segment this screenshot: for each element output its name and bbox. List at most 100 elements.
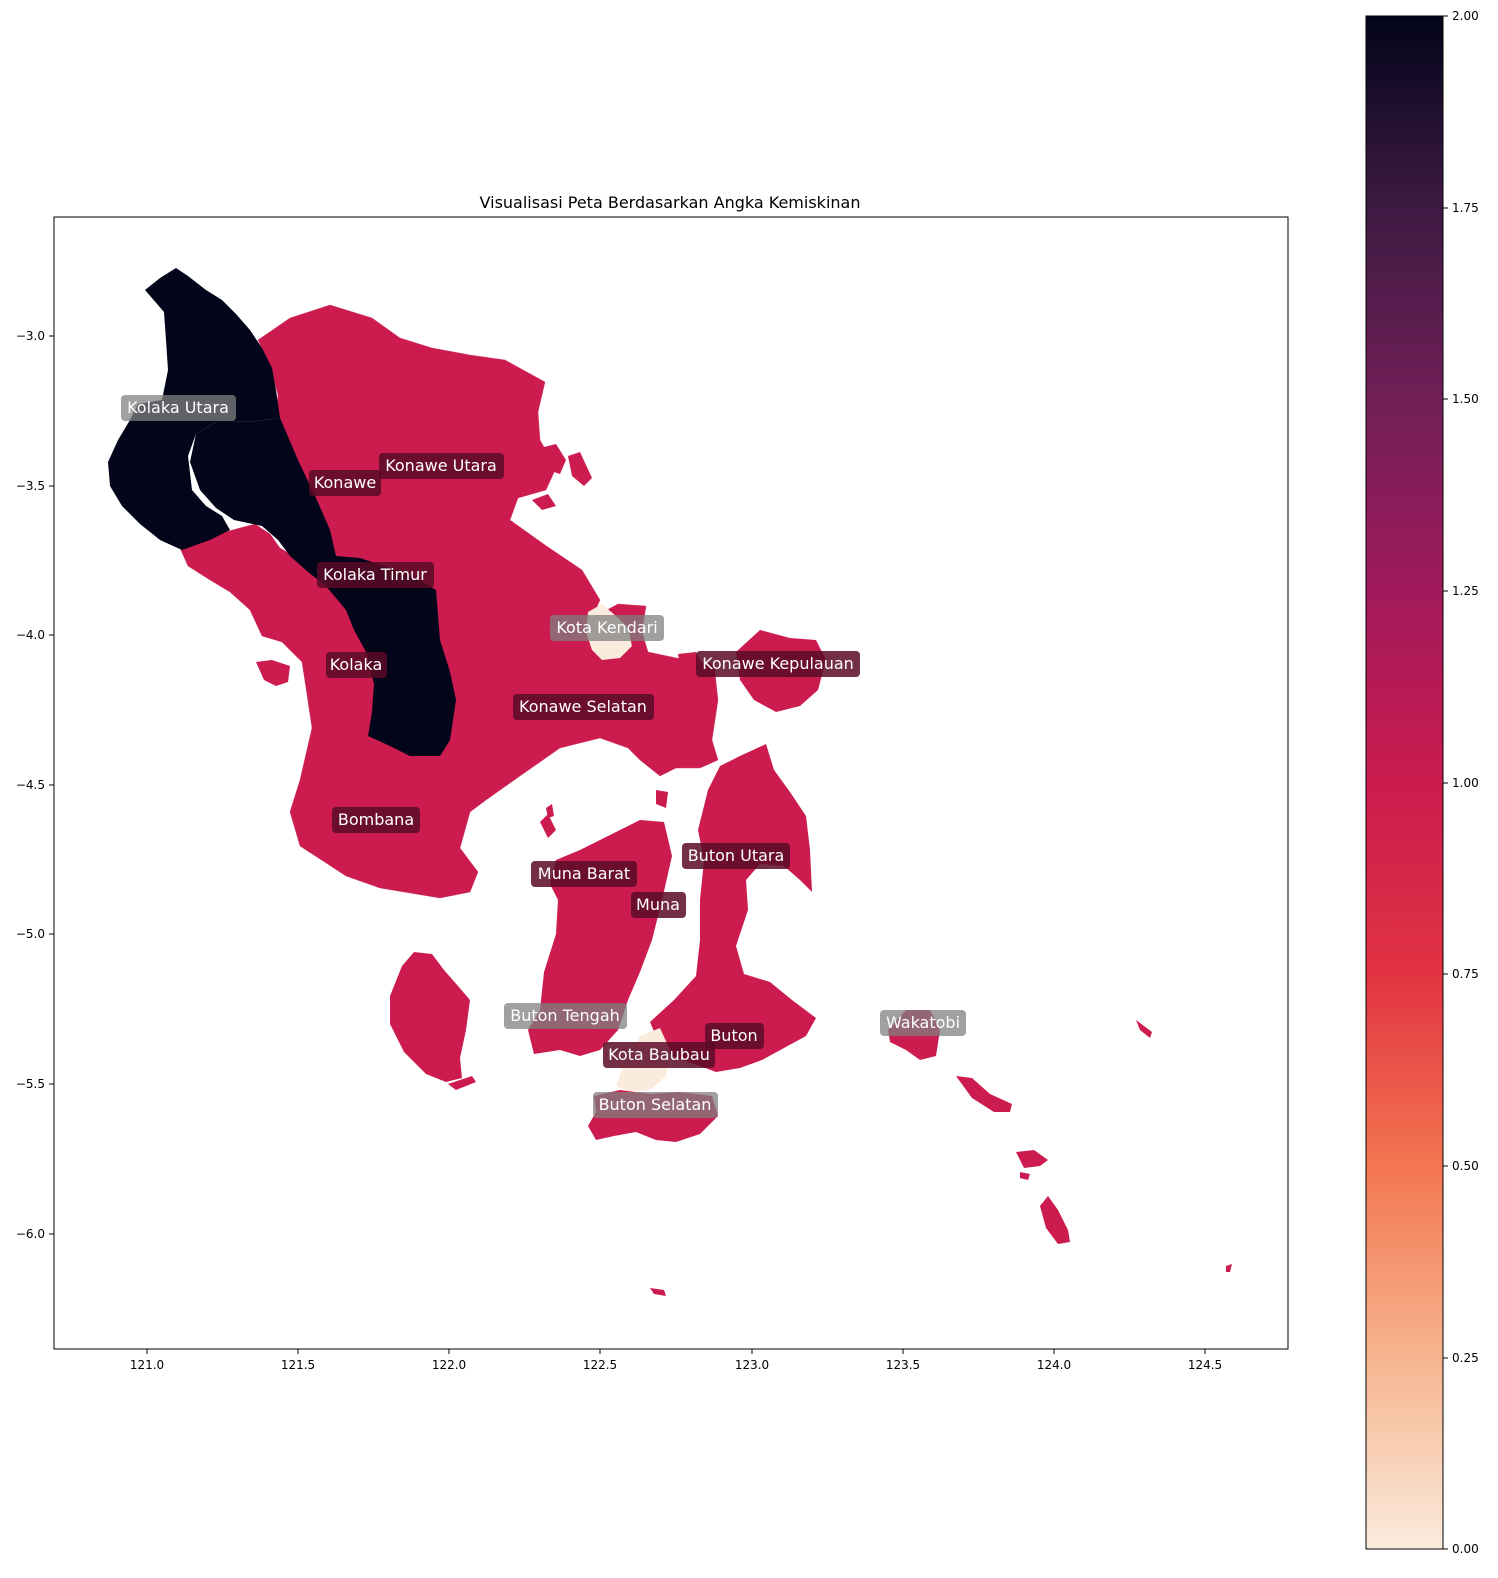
kolaka-timur-shape <box>190 418 456 756</box>
wakatobi-island-shape <box>1040 1196 1070 1244</box>
region-label-text: Buton Selatan <box>599 1095 712 1114</box>
x-axis: 121.0 121.5 122.0 122.5 123.0 123.5 124.… <box>130 1349 1222 1372</box>
strait-islet-shape <box>656 790 668 808</box>
x-tick-label: 124.0 <box>1037 1358 1071 1372</box>
colorbar-tick-label: 1.00 <box>1452 776 1479 790</box>
konawe-utara-islet-shape <box>540 444 566 474</box>
wakatobi-islet-shape <box>1136 1020 1152 1038</box>
x-tick-label: 124.5 <box>1188 1358 1222 1372</box>
region-label: Kolaka Utara <box>121 395 236 421</box>
region-label-text: Konawe Kepulauan <box>702 654 854 673</box>
region-label: Konawe <box>309 470 381 496</box>
kolaka-islet-shape <box>256 660 290 686</box>
region-label: Kota Kendari <box>550 615 664 641</box>
region-label-text: Buton Utara <box>688 846 785 865</box>
y-tick-label: −4.0 <box>16 628 45 642</box>
region-label: Konawe Selatan <box>513 694 654 720</box>
kabaena-islet-shape <box>448 1076 476 1090</box>
region-label: Kota Baubau <box>603 1042 715 1068</box>
y-tick: −4.5 <box>16 778 54 792</box>
y-tick-label: −6.0 <box>16 1227 45 1241</box>
wakatobi-island-shape <box>956 1076 1012 1112</box>
colorbar-gradient <box>1365 15 1444 1550</box>
strait-islet-shape <box>650 1288 666 1296</box>
colorbar-tick: 2.00 <box>1443 9 1479 23</box>
region-label-text: Kolaka <box>330 655 383 674</box>
x-tick: 121.0 <box>130 1349 164 1372</box>
colorbar-ticks: 0.00 0.25 0.50 0.75 1.00 1.25 1.50 1.75 … <box>1443 9 1479 1556</box>
region-label-text: Buton Tengah <box>510 1006 620 1025</box>
region-label-text: Kota Kendari <box>556 618 657 637</box>
y-tick: −6.0 <box>16 1227 54 1241</box>
strait-islet-shape <box>540 814 556 838</box>
colorbar-tick-label: 0.25 <box>1452 1351 1479 1365</box>
region-label-text: Muna Barat <box>538 864 630 883</box>
colorbar-tick: 1.50 <box>1443 392 1479 406</box>
y-tick: −5.0 <box>16 927 54 941</box>
x-tick-label: 122.5 <box>583 1358 617 1372</box>
colorbar-tick-label: 2.00 <box>1452 9 1479 23</box>
colorbar-tick: 1.00 <box>1443 776 1479 790</box>
mainland-shape <box>179 304 719 899</box>
buton-island-shape <box>650 744 816 1072</box>
colorbar-tick-label: 1.25 <box>1452 584 1479 598</box>
region-label-text: Konawe Selatan <box>519 697 647 716</box>
y-tick-label: −3.0 <box>16 329 45 343</box>
y-tick-label: −3.5 <box>16 479 45 493</box>
region-label-text: Kota Baubau <box>608 1045 710 1064</box>
x-tick: 122.5 <box>583 1349 617 1372</box>
colorbar-tick: 0.50 <box>1443 1159 1479 1173</box>
colorbar-tick-label: 0.00 <box>1452 1542 1479 1556</box>
region-label: Konawe Kepulauan <box>696 651 860 677</box>
y-tick-label: −4.5 <box>16 778 45 792</box>
konawe-utara-islet-shape <box>568 452 592 486</box>
kabaena-island-shape <box>390 952 470 1082</box>
y-tick-label: −5.0 <box>16 927 45 941</box>
x-tick: 123.0 <box>735 1349 769 1372</box>
region-label: Buton Utara <box>682 843 790 869</box>
x-tick: 121.5 <box>281 1349 315 1372</box>
region-label-text: Wakatobi <box>886 1013 960 1032</box>
wakatobi-island-shape <box>1020 1172 1030 1180</box>
region-label-text: Buton <box>710 1026 757 1045</box>
region-label: Muna Barat <box>531 861 637 887</box>
colorbar-tick-label: 1.50 <box>1452 392 1479 406</box>
wakatobi-islet-shape <box>1226 1264 1232 1272</box>
colorbar: 0.00 0.25 0.50 0.75 1.00 1.25 1.50 1.75 … <box>1365 9 1479 1556</box>
strait-islet-shape <box>546 804 554 818</box>
region-label: Buton Selatan <box>593 1092 718 1118</box>
x-tick: 122.0 <box>432 1349 466 1372</box>
wakatobi-island-shape <box>1016 1150 1048 1168</box>
region-label-text: Muna <box>636 895 680 914</box>
map-title: Visualisasi Peta Berdasarkan Angka Kemis… <box>480 193 861 212</box>
colorbar-tick-label: 1.75 <box>1452 201 1479 215</box>
konawe-utara-islet-shape <box>532 494 556 510</box>
region-label-text: Kolaka Timur <box>323 565 427 584</box>
region-label: Wakatobi <box>880 1010 966 1036</box>
colorbar-tick: 0.75 <box>1443 967 1479 981</box>
region-label: Kolaka <box>326 652 387 678</box>
region-label-text: Konawe Utara <box>385 456 497 475</box>
y-tick-label: −5.5 <box>16 1077 45 1091</box>
region-label: Muna <box>631 892 686 918</box>
colorbar-tick-label: 0.50 <box>1452 1159 1479 1173</box>
y-tick: −5.5 <box>16 1077 54 1091</box>
region-label: Kolaka Timur <box>317 562 434 588</box>
x-tick: 124.5 <box>1188 1349 1222 1372</box>
colorbar-tick: 0.00 <box>1443 1542 1479 1556</box>
region-labels: Kolaka Utara Konawe Utara Konawe Kolaka … <box>121 395 966 1118</box>
x-tick-label: 121.0 <box>130 1358 164 1372</box>
y-tick: −3.5 <box>16 479 54 493</box>
region-label: Buton Tengah <box>504 1003 627 1029</box>
x-tick-label: 123.5 <box>886 1358 920 1372</box>
region-label: Buton <box>705 1023 764 1049</box>
colorbar-tick-label: 0.75 <box>1452 967 1479 981</box>
x-tick-label: 121.5 <box>281 1358 315 1372</box>
region-label-text: Bombana <box>338 810 414 829</box>
y-tick: −3.0 <box>16 329 54 343</box>
x-tick-label: 123.0 <box>735 1358 769 1372</box>
region-label-text: Konawe <box>314 473 376 492</box>
y-tick: −4.0 <box>16 628 54 642</box>
region-label: Konawe Utara <box>379 453 504 479</box>
